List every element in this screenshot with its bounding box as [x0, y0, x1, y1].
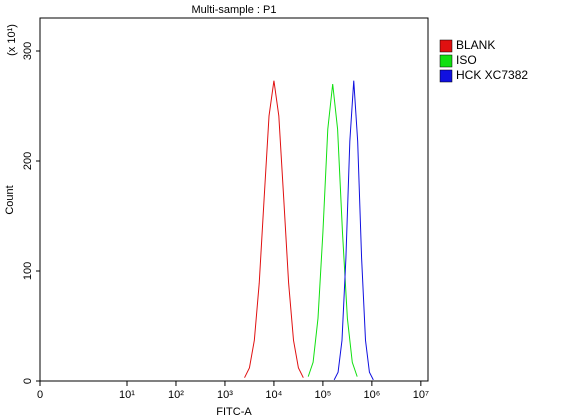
- x-tick-label: 10⁶: [363, 389, 380, 401]
- x-tick-label: 10¹: [119, 389, 135, 401]
- legend-text: BLANK: [456, 38, 495, 52]
- y-multiplier: (x 10¹): [6, 24, 18, 56]
- x-tick-label: 10⁴: [265, 389, 282, 401]
- x-axis-label: FITC-A: [216, 406, 252, 418]
- series-line: [244, 80, 304, 378]
- chart-title: Multi-sample : P1: [192, 4, 277, 16]
- x-tick-label: 10³: [217, 389, 233, 401]
- y-tick-label: 100: [22, 262, 34, 280]
- x-tick-label: 10²: [168, 389, 184, 401]
- legend-swatch: [439, 39, 453, 53]
- series-line: [333, 80, 374, 381]
- legend-swatch: [439, 69, 453, 83]
- plot-frame: [39, 17, 429, 382]
- x-tick-label: 10⁷: [413, 389, 429, 401]
- y-tick-label: 0: [22, 378, 34, 384]
- y-tick-label: 300: [22, 42, 34, 60]
- legend-text: ISO: [456, 53, 477, 67]
- y-axis-label: Count: [4, 185, 16, 214]
- x-tick-label: 0: [37, 389, 43, 401]
- series-line: [307, 83, 358, 377]
- legend-swatch: [439, 54, 453, 68]
- y-tick-label: 200: [22, 152, 34, 170]
- legend-text: HCK XC7382: [456, 68, 528, 82]
- x-tick-label: 10⁵: [314, 389, 331, 401]
